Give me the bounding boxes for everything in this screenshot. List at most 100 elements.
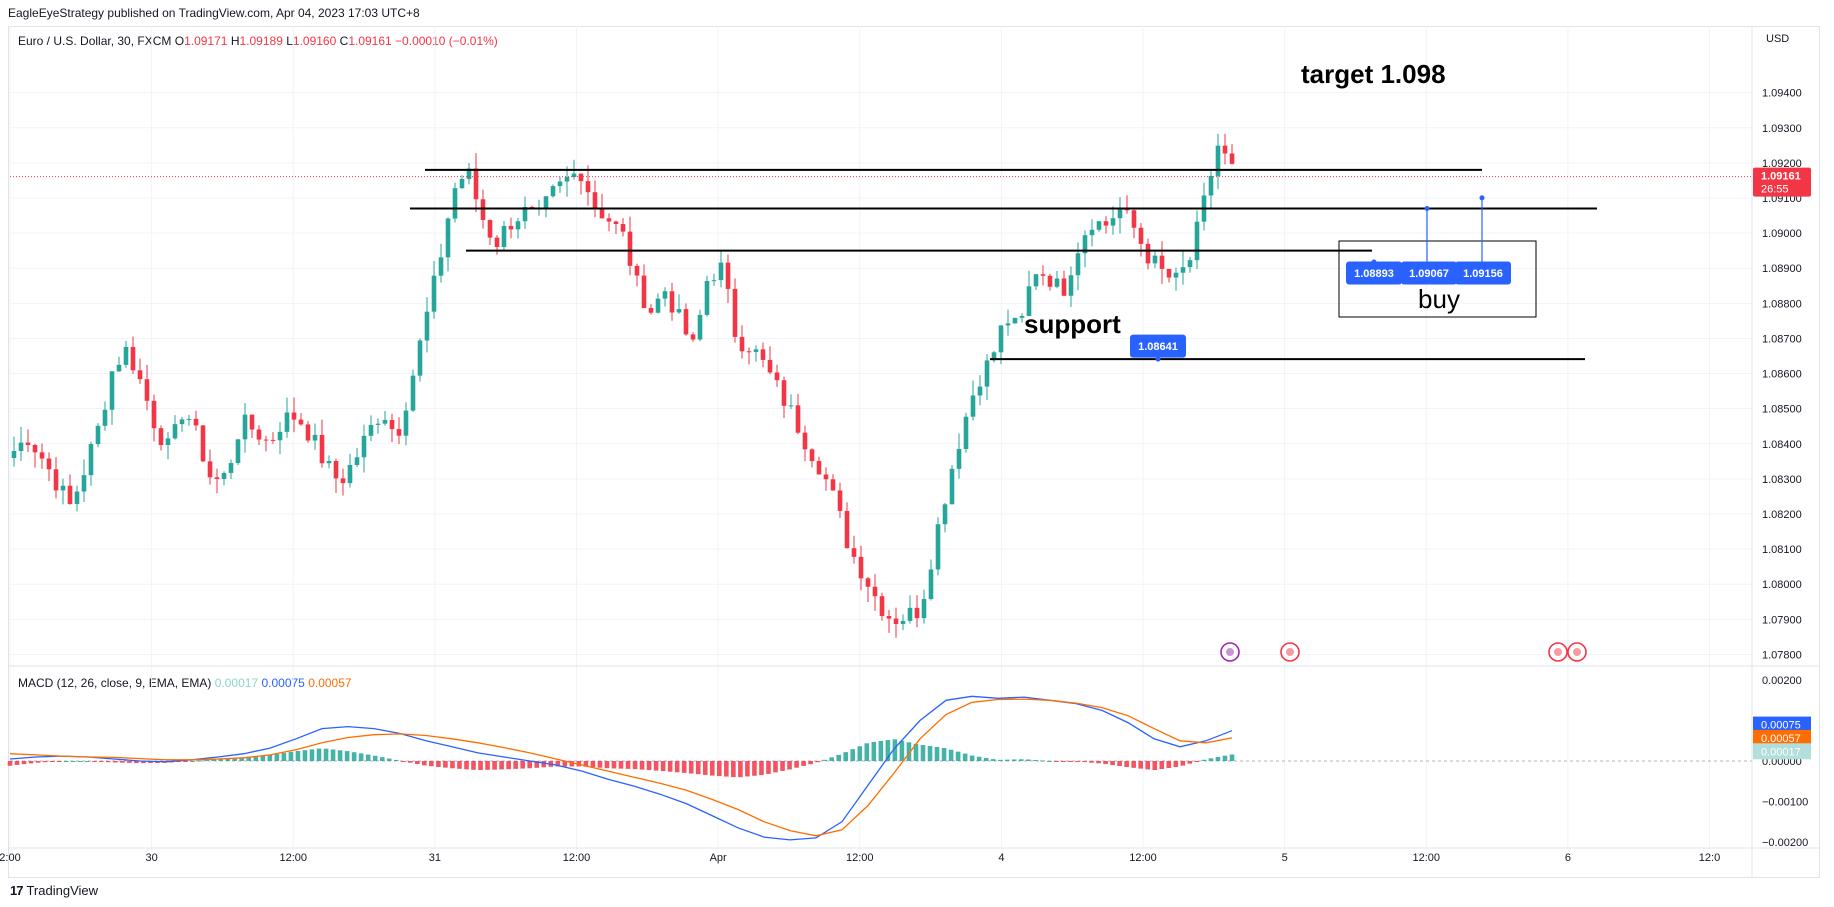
candle bbox=[39, 443, 45, 469]
candle-body bbox=[921, 598, 927, 619]
macd-hist-bar bbox=[1082, 761, 1087, 763]
macd-hist-bar bbox=[63, 761, 69, 762]
candle bbox=[1201, 182, 1207, 231]
macd-hist-bar bbox=[787, 761, 792, 770]
candle-body bbox=[1047, 275, 1053, 287]
candle-body bbox=[578, 173, 584, 182]
candle bbox=[193, 410, 199, 431]
candle-body bbox=[907, 607, 913, 621]
macd-hist-bar bbox=[681, 761, 687, 773]
candle bbox=[291, 397, 297, 433]
candle bbox=[739, 325, 745, 359]
macd-hist-bar bbox=[1047, 760, 1052, 762]
macd-hist-bar bbox=[70, 761, 76, 762]
badge-entry-mid: 1.09067 bbox=[1401, 261, 1457, 285]
candle-body bbox=[550, 186, 556, 197]
symbol-name[interactable]: Euro / U.S. Dollar, 30, FXCM bbox=[18, 34, 172, 48]
macd-hist-bar bbox=[941, 747, 947, 761]
candle-body bbox=[1012, 317, 1018, 324]
candle-body bbox=[711, 280, 717, 282]
macd-hist-bar bbox=[197, 760, 202, 762]
candle-body bbox=[1110, 218, 1116, 226]
candle-body bbox=[340, 478, 346, 484]
macd-legend: MACD (12, 26, close, 9, EMA, EMA) 0.0001… bbox=[18, 676, 352, 690]
candle bbox=[200, 424, 206, 463]
macd-hist-bar bbox=[1117, 761, 1122, 767]
candle bbox=[809, 448, 815, 468]
macd-hist-bar bbox=[436, 761, 441, 767]
macd-line bbox=[9, 695, 1233, 841]
y-tick-label: 1.08800 bbox=[1762, 298, 1802, 310]
candle-body bbox=[1089, 229, 1095, 236]
candle bbox=[1215, 133, 1221, 190]
candle bbox=[844, 502, 850, 549]
macd-hist-bar bbox=[471, 761, 476, 770]
signal-value-badge-text: 0.00057 bbox=[1761, 733, 1801, 745]
candle-body bbox=[501, 225, 507, 248]
candle-body bbox=[942, 504, 948, 525]
macd-hist-bar bbox=[801, 761, 806, 766]
candle-body bbox=[172, 424, 178, 439]
macd-hist-bar bbox=[211, 759, 216, 761]
candle-body bbox=[228, 463, 234, 473]
macd-hist-bar bbox=[253, 756, 259, 761]
candle bbox=[144, 364, 150, 411]
macd-hist-bar bbox=[983, 757, 989, 761]
macd-hist-bar bbox=[822, 759, 827, 761]
macd-hist-bar bbox=[759, 761, 764, 776]
candle-body bbox=[634, 265, 640, 276]
macd-title[interactable]: MACD (12, 26, close, 9, EMA, EMA) bbox=[18, 676, 212, 690]
candle-body bbox=[725, 262, 731, 289]
candle bbox=[620, 218, 626, 237]
macd-hist-bar bbox=[127, 761, 132, 763]
macd-hist-bar bbox=[520, 761, 525, 769]
candle-body bbox=[718, 262, 724, 281]
macd-pane bbox=[7, 695, 1752, 841]
macd-hist-bar bbox=[422, 761, 427, 766]
candle-body bbox=[746, 351, 752, 353]
macd-hist-bar bbox=[773, 761, 778, 773]
macd-hist-bar bbox=[717, 761, 722, 777]
candle bbox=[543, 196, 549, 218]
candle-body bbox=[851, 548, 857, 557]
us-flag-event-icon-inner bbox=[1286, 648, 1294, 656]
candle-body bbox=[830, 479, 836, 491]
candle bbox=[305, 421, 311, 443]
candle bbox=[655, 293, 661, 314]
macd-hist-bar bbox=[239, 757, 245, 761]
candle-body bbox=[872, 586, 878, 597]
macd-hist-bar bbox=[281, 752, 287, 761]
macd-hist-bar bbox=[583, 761, 589, 767]
macd-hist-bar bbox=[176, 761, 181, 762]
candle bbox=[851, 535, 857, 564]
candle-body bbox=[60, 485, 66, 491]
candle-body bbox=[368, 424, 374, 436]
candle-body bbox=[200, 425, 206, 462]
badge-entry-high: 1.09156 bbox=[1455, 261, 1511, 285]
candle-body bbox=[1040, 274, 1046, 276]
candle bbox=[1103, 216, 1109, 234]
candle bbox=[375, 418, 381, 434]
macd-hist-bar bbox=[1096, 761, 1101, 764]
macd-hist-bar bbox=[148, 761, 153, 764]
macd-hist-bar bbox=[1194, 761, 1200, 762]
macd-hist-bar bbox=[885, 740, 891, 761]
support-label: support bbox=[1024, 309, 1121, 339]
macd-hist-bar bbox=[709, 761, 715, 776]
macd-line-value: 0.00075 bbox=[261, 676, 305, 690]
candle-body bbox=[781, 380, 787, 406]
annotations: target 1.098 support buy 1.08641 1.08893 1.09… bbox=[1024, 59, 1587, 662]
footer: 17 TradingView bbox=[10, 883, 98, 898]
footer-brand[interactable]: TradingView bbox=[26, 883, 99, 898]
candle bbox=[1019, 313, 1025, 323]
candle bbox=[508, 217, 514, 239]
candle bbox=[151, 394, 157, 442]
candle-body bbox=[88, 444, 94, 476]
candle-body bbox=[1005, 323, 1011, 326]
candle-body bbox=[585, 181, 591, 193]
candle bbox=[767, 346, 773, 375]
candle bbox=[312, 423, 318, 450]
candle bbox=[249, 414, 255, 438]
macd-hist-bar bbox=[1138, 761, 1144, 769]
